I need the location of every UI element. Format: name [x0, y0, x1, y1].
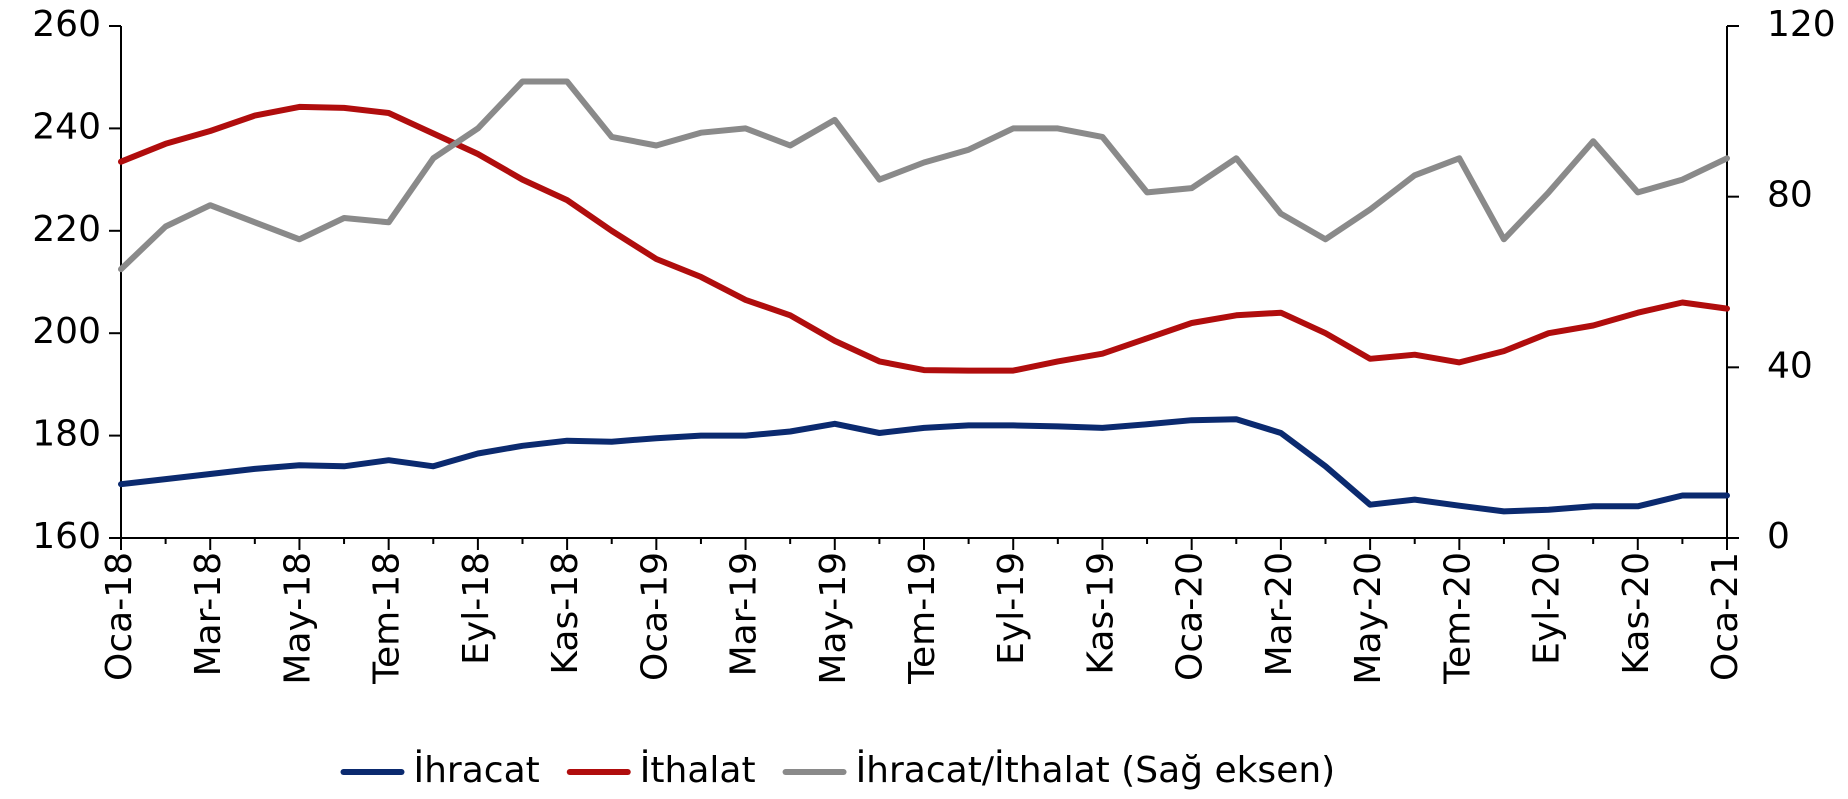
y-tick-label: 200 — [32, 311, 101, 352]
x-tick-label: Mar-19 — [724, 552, 765, 676]
x-tick-label: Kas-18 — [545, 552, 586, 675]
legend-label: İhracat — [414, 749, 540, 791]
x-tick-label: May-18 — [277, 552, 318, 685]
x-tick-label: Oca-19 — [634, 552, 675, 681]
x-tick-label: Eyl-20 — [1527, 552, 1568, 665]
y2-tick-label: 0 — [1767, 516, 1790, 557]
series-line — [118, 78, 1730, 273]
x-tick-label: Tem-20 — [1437, 552, 1478, 685]
y2-tick-label: 40 — [1767, 345, 1813, 386]
y-tick-label: 240 — [32, 106, 101, 147]
y-tick-label: 260 — [32, 4, 101, 45]
x-tick-label: Tem-18 — [367, 552, 408, 685]
y-tick-label: 160 — [32, 516, 101, 557]
series-line — [118, 103, 1730, 374]
x-tick-label: May-19 — [813, 552, 854, 685]
x-tick-label: Oca-20 — [1170, 552, 1211, 681]
x-tick-label: Kas-19 — [1080, 552, 1121, 675]
x-tick-label: Oca-21 — [1705, 552, 1746, 681]
x-tick-label: Oca-18 — [99, 552, 140, 681]
x-tick-label: Tem-19 — [902, 552, 943, 685]
y2-tick-label: 80 — [1767, 175, 1813, 216]
legend-label: İthalat — [640, 749, 756, 791]
series-line — [118, 416, 1730, 515]
y-tick-label: 220 — [32, 209, 101, 250]
x-tick-label: Kas-20 — [1616, 552, 1657, 675]
y-tick-label: 180 — [32, 414, 101, 455]
x-tick-label: Eyl-19 — [991, 552, 1032, 665]
legend-label: İhracat/İthalat (Sağ eksen) — [856, 749, 1336, 791]
x-tick-label: Eyl-18 — [456, 552, 497, 665]
x-tick-label: Mar-20 — [1259, 552, 1300, 676]
x-tick-label: Mar-18 — [188, 552, 229, 676]
y2-tick-label: 120 — [1767, 4, 1836, 45]
x-tick-label: May-20 — [1348, 552, 1389, 685]
